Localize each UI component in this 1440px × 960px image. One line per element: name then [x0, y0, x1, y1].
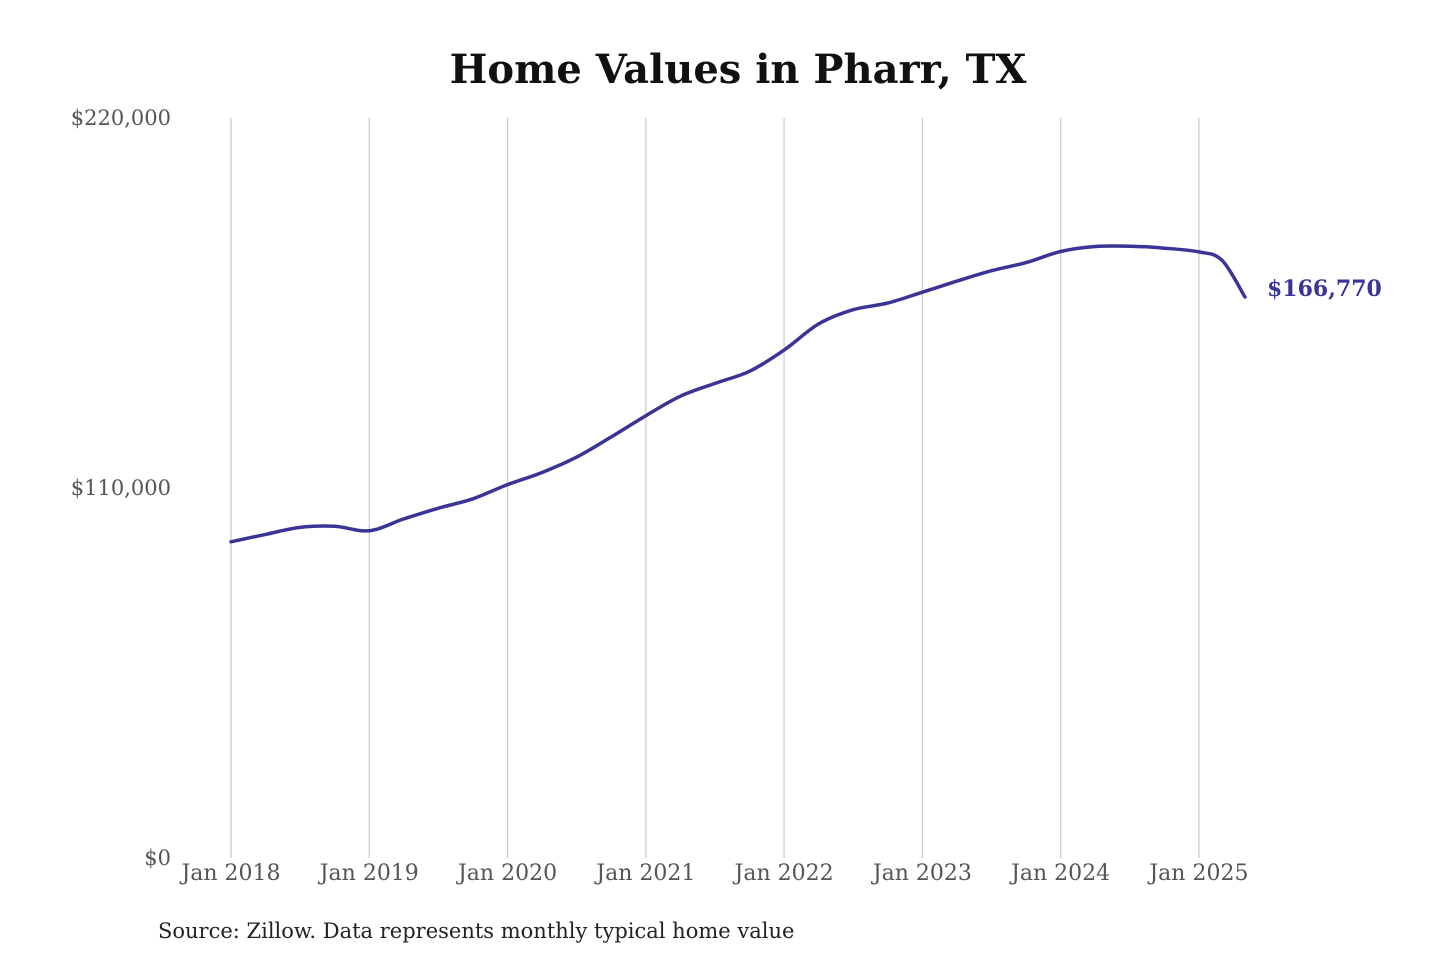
chart-title: Home Values in Pharr, TX: [450, 46, 1027, 93]
x-tick-label: Jan 2022: [733, 861, 834, 886]
y-tick-label: $110,000: [71, 476, 171, 500]
y-tick-label: $220,000: [71, 106, 171, 130]
grid-lines: [230, 118, 1200, 858]
y-axis-ticks: $0 $110,000 $220,000: [71, 106, 171, 870]
x-tick-label: Jan 2019: [318, 861, 419, 886]
x-tick-label: Jan 2020: [456, 861, 557, 886]
x-axis-ticks: Jan 2018 Jan 2019 Jan 2020 Jan 2021 Jan 2022…: [179, 861, 1248, 886]
y-tick-label: $0: [144, 846, 171, 870]
x-tick-label: Jan 2021: [594, 861, 695, 886]
series-line: [229, 244, 1247, 544]
end-value-label: $166,770: [1267, 276, 1382, 302]
x-tick-label: Jan 2025: [1147, 861, 1248, 886]
source-note: Source: Zillow. Data represents monthly …: [158, 919, 794, 943]
x-tick-label: Jan 2024: [1009, 861, 1110, 886]
series-layer: $166,770: [229, 244, 1382, 544]
x-tick-label: Jan 2018: [179, 861, 280, 886]
x-tick-label: Jan 2023: [871, 861, 972, 886]
